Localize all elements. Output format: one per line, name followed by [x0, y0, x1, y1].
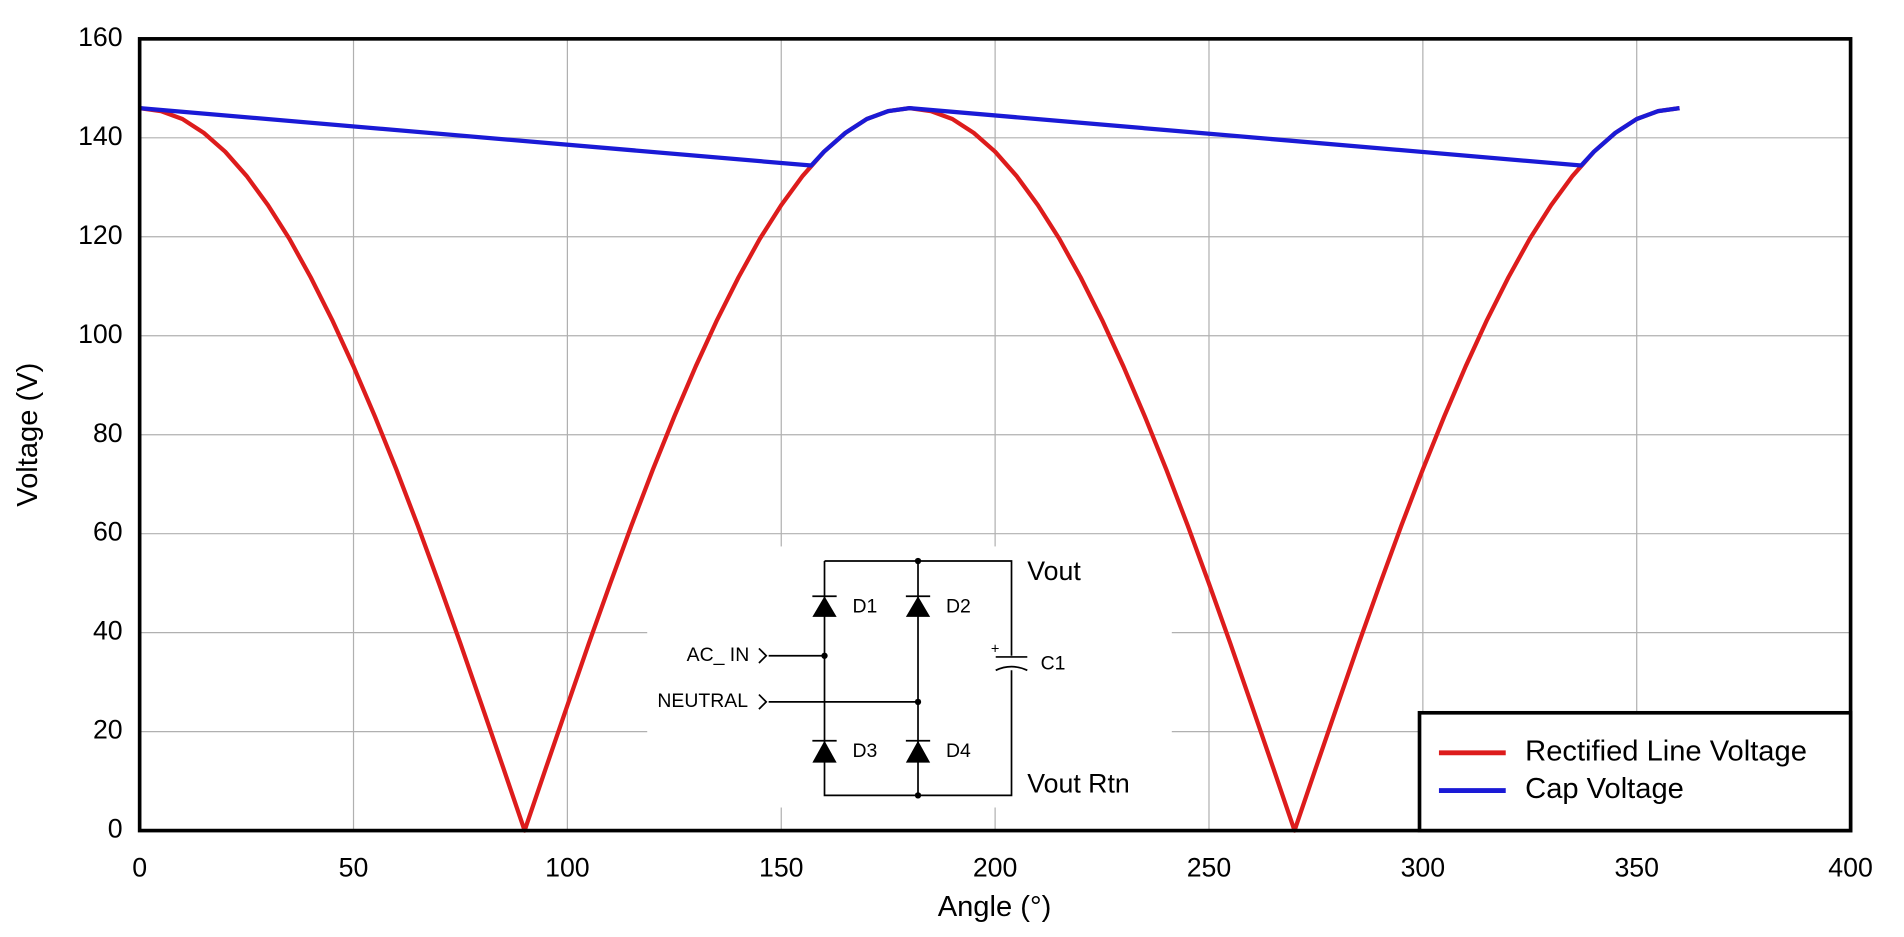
- x-tick-label: 150: [759, 853, 804, 883]
- diode-label: D2: [946, 595, 971, 617]
- x-tick-label: 50: [339, 853, 369, 883]
- y-tick-label: 120: [78, 220, 123, 250]
- x-tick-label: 100: [545, 853, 590, 883]
- output-label: Vout Rtn: [1027, 769, 1129, 799]
- y-tick-label: 0: [108, 814, 123, 844]
- y-tick-label: 160: [78, 22, 123, 52]
- y-tick-label: 80: [93, 418, 123, 448]
- input-label: AC_ IN: [687, 644, 750, 666]
- diode-label: D3: [852, 740, 877, 762]
- x-tick-label: 250: [1187, 853, 1232, 883]
- input-label: NEUTRAL: [657, 690, 748, 712]
- y-tick-label: 20: [93, 715, 123, 745]
- y-tick-label: 60: [93, 517, 123, 547]
- x-axis-title: Angle (°): [938, 891, 1052, 923]
- y-tick-label: 40: [93, 616, 123, 646]
- legend-label: Cap Voltage: [1525, 773, 1684, 805]
- diode-label: D1: [852, 595, 877, 617]
- diode-label: D4: [946, 740, 971, 762]
- plot-frame: [137, 37, 1853, 833]
- x-tick-label: 400: [1828, 853, 1873, 883]
- x-tick-label: 350: [1614, 853, 1659, 883]
- y-tick-label: 140: [78, 121, 123, 151]
- series-line: [139, 106, 1680, 168]
- x-tick-label: 0: [132, 853, 147, 883]
- y-axis-title: Voltage (V): [12, 363, 44, 507]
- capacitor-label: C1: [1041, 652, 1066, 674]
- circuit-inset: D1 D2 D3 D4 AC_ IN NEUTRAL C1 + Vout Vou…: [647, 546, 1172, 808]
- x-tick-label: 300: [1401, 853, 1446, 883]
- legend-box: [1417, 710, 1853, 833]
- output-label: Vout: [1027, 556, 1081, 586]
- x-tick-label: 200: [973, 853, 1018, 883]
- legend-label: Rectified Line Voltage: [1525, 736, 1807, 768]
- y-tick-label: 100: [78, 319, 123, 349]
- polarity-label: +: [991, 641, 1000, 657]
